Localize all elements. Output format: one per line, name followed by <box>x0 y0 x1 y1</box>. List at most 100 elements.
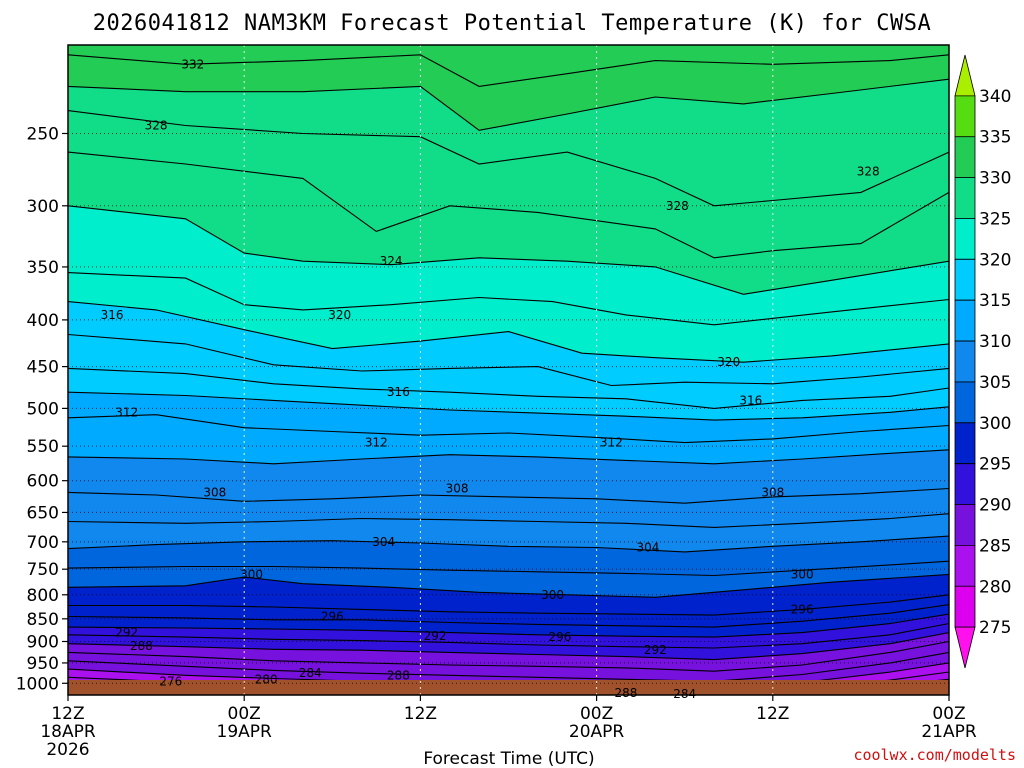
colorbar-swatch-1 <box>954 95 976 138</box>
contour-labels: 332 328 328 328 324 320 320 316 316 316 312 312 312 3… <box>101 57 880 701</box>
x-tick-date-3: 20APR <box>569 722 625 742</box>
contour-label-text: 300 <box>791 567 814 581</box>
colorbar-swatch-3 <box>954 177 976 219</box>
isentrope-326 <box>68 151 949 259</box>
x-tick-label-5: 00Z <box>932 704 965 724</box>
colorbar-label-290: 290 <box>979 496 1011 516</box>
contour-label-text: 284 <box>673 687 696 701</box>
y-tick-label-550: 550 <box>27 437 59 457</box>
colorbar-swatch-10 <box>954 463 976 505</box>
contour-label-10: 312 <box>115 405 138 419</box>
contour-label-28: 288 <box>387 668 410 682</box>
x-tick-date-5: 21APR <box>921 722 977 742</box>
contour-label-text: 328 <box>857 164 880 178</box>
contour-label-29: 288 <box>615 686 638 700</box>
x-tick-label-2: 12Z <box>404 704 437 724</box>
colorbar-swatch-8 <box>954 381 976 424</box>
colorbar-label-280: 280 <box>979 577 1011 597</box>
y-tick-label-300: 300 <box>27 197 59 217</box>
grid-lines <box>67 45 950 695</box>
contour-label-text: 276 <box>159 674 182 688</box>
contour-label-text: 320 <box>717 355 740 369</box>
y-tick-label-500: 500 <box>27 399 59 419</box>
contour-label-21: 296 <box>321 609 344 623</box>
contour-label-text: 304 <box>372 535 395 549</box>
contour-label-text: 288 <box>615 686 638 700</box>
contour-label-16: 304 <box>372 535 395 549</box>
contour-label-4: 324 <box>380 254 403 268</box>
colorbar-legend: 340 335 330 325 320 315 310 305 300 295 290 285 280 2… <box>954 54 1011 669</box>
isentrope-306 <box>68 513 949 528</box>
colorbar-swatch-13 <box>954 585 976 628</box>
colorbar-swatch-6 <box>954 299 976 342</box>
colorbar-swatch-9 <box>954 422 976 465</box>
contour-label-11: 312 <box>365 436 388 450</box>
colorbar-swatch-14 <box>954 626 976 669</box>
y-tick-label-850: 850 <box>27 610 59 630</box>
y-tick-label-950: 950 <box>27 654 59 674</box>
contour-label-3: 328 <box>857 164 880 178</box>
x-tick-label-3: 00Z <box>580 704 613 724</box>
isentrope-302 <box>68 560 949 577</box>
colorbar-label-320: 320 <box>979 250 1011 270</box>
isentrope-288 <box>68 640 949 672</box>
contour-label-text: 292 <box>424 629 447 643</box>
contour-label-text: 292 <box>644 643 667 657</box>
credit-text: coolwx.com/modelts <box>853 746 1016 764</box>
colorbar-label-285: 285 <box>979 536 1011 556</box>
contour-label-text: 308 <box>761 485 784 499</box>
contour-label-5: 320 <box>328 308 351 322</box>
contour-label-14: 308 <box>446 482 469 496</box>
colorbar-label-310: 310 <box>979 332 1011 352</box>
x-tick-date-0: 18APR <box>40 722 96 742</box>
contour-label-text: 292 <box>115 626 138 640</box>
contour-label-text: 316 <box>739 393 762 407</box>
contour-label-0: 332 <box>181 57 204 71</box>
isentrope-314 <box>68 391 949 421</box>
contour-label-text: 300 <box>240 567 263 581</box>
colorbar-label-295: 295 <box>979 455 1011 475</box>
ground-surface <box>68 680 949 695</box>
colorbar-swatch-5 <box>954 258 976 301</box>
y-tick-label-700: 700 <box>27 533 59 553</box>
contour-label-text: 296 <box>321 609 344 623</box>
contour-label-text: 308 <box>446 482 469 496</box>
colorbar-swatch-11 <box>954 504 976 546</box>
isentrope-290 <box>68 632 949 661</box>
contour-label-text: 296 <box>791 602 814 616</box>
x-tick-label-4: 12Z <box>756 704 789 724</box>
plot-frame <box>67 44 950 696</box>
isentrope-308 <box>68 487 949 504</box>
isentrope-330 <box>68 78 949 131</box>
contour-label-text: 280 <box>255 672 278 686</box>
isentrope-310 <box>68 449 949 465</box>
contour-label-text: 332 <box>181 57 204 71</box>
y-tick-label-1000: 1000 <box>16 674 59 694</box>
contour-label-13: 308 <box>203 485 226 499</box>
contour-label-23: 296 <box>791 602 814 616</box>
isentrope-316 <box>68 367 949 409</box>
contour-label-text: 304 <box>637 540 660 554</box>
contour-label-text: 316 <box>101 308 124 322</box>
contour-label-9: 316 <box>739 393 762 407</box>
colorbar-label-315: 315 <box>979 291 1011 311</box>
contour-label-12: 312 <box>600 436 623 450</box>
isentrope-292 <box>68 622 949 649</box>
isentrope-298 <box>68 594 949 616</box>
colorbar-label-330: 330 <box>979 169 1011 189</box>
isentrope-312 <box>68 414 949 444</box>
isentrope-300 <box>68 573 949 598</box>
x-tick-label-0: 12Z <box>51 704 84 724</box>
potential-temperature-field <box>68 45 949 695</box>
ground-strip <box>68 680 949 695</box>
x-tick-date-1: 19APR <box>217 722 273 742</box>
contour-label-1: 328 <box>145 118 168 132</box>
y-tick-label-750: 750 <box>27 560 59 580</box>
y-tick-label-650: 650 <box>27 503 59 523</box>
x-axis-label: Forecast Time (UTC) <box>423 749 594 768</box>
colorbar-label-300: 300 <box>979 414 1011 434</box>
x-tick-year-0: 2026 <box>46 740 89 760</box>
contour-label-20: 300 <box>791 567 814 581</box>
